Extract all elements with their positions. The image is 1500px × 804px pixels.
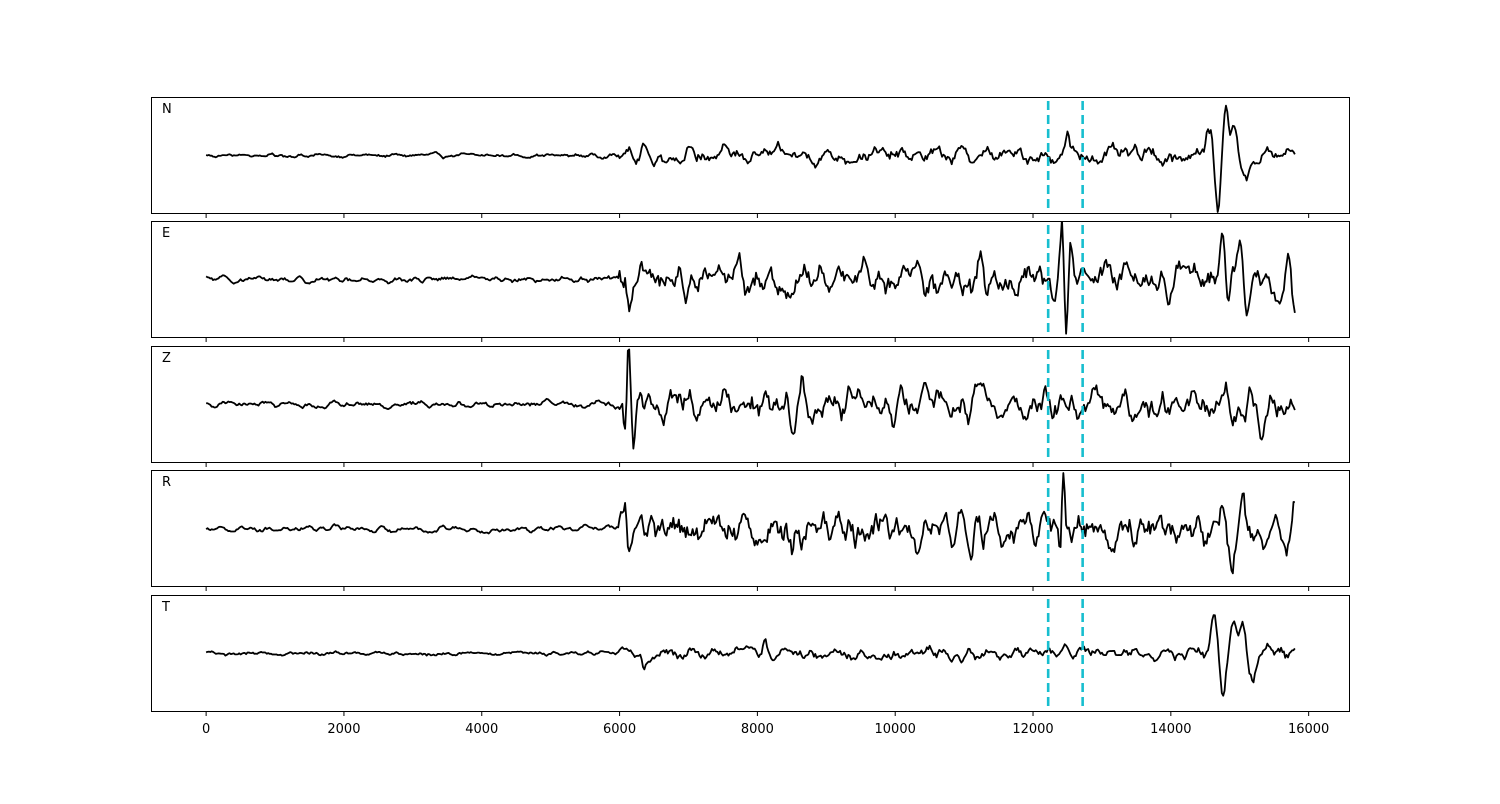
trace-t: [205, 614, 1296, 697]
panel-label-z: Z: [162, 351, 171, 366]
panel-frame-r: [151, 470, 1350, 587]
panels-group: N E Z R T: [151, 97, 1350, 716]
trace-z: [206, 348, 1296, 450]
panel-label-t: T: [161, 600, 170, 615]
panel-frame-e: [151, 221, 1350, 338]
x-tick-label-1: 2000: [327, 722, 360, 737]
trace-r: [205, 472, 1295, 575]
panel-t: T: [151, 595, 1350, 716]
panel-n: N: [151, 97, 1350, 218]
x-tick-label-5: 10000: [875, 722, 916, 737]
x-tick-label-2: 4000: [465, 722, 498, 737]
panel-frame-z: [151, 346, 1350, 463]
x-tick-label-8: 16000: [1288, 722, 1329, 737]
x-tick-label-4: 8000: [741, 722, 774, 737]
panel-r: R: [151, 470, 1350, 591]
trace-n: [205, 104, 1296, 213]
panel-e: E: [151, 221, 1350, 342]
trace-e: [205, 221, 1296, 335]
x-tick-label-7: 14000: [1150, 722, 1191, 737]
x-tick-label-0: 0: [202, 722, 210, 737]
panel-label-e: E: [162, 226, 170, 241]
panel-frame-t: [151, 595, 1350, 712]
panel-label-n: N: [162, 102, 172, 117]
x-tick-label-3: 6000: [603, 722, 636, 737]
panel-label-r: R: [162, 475, 171, 490]
panel-z: Z: [151, 346, 1350, 467]
x-tick-label-6: 12000: [1012, 722, 1053, 737]
panel-frame-n: [151, 97, 1350, 214]
x-axis: 0 2000 4000 6000 8000 10000 12000 14000 16000: [202, 722, 1329, 737]
